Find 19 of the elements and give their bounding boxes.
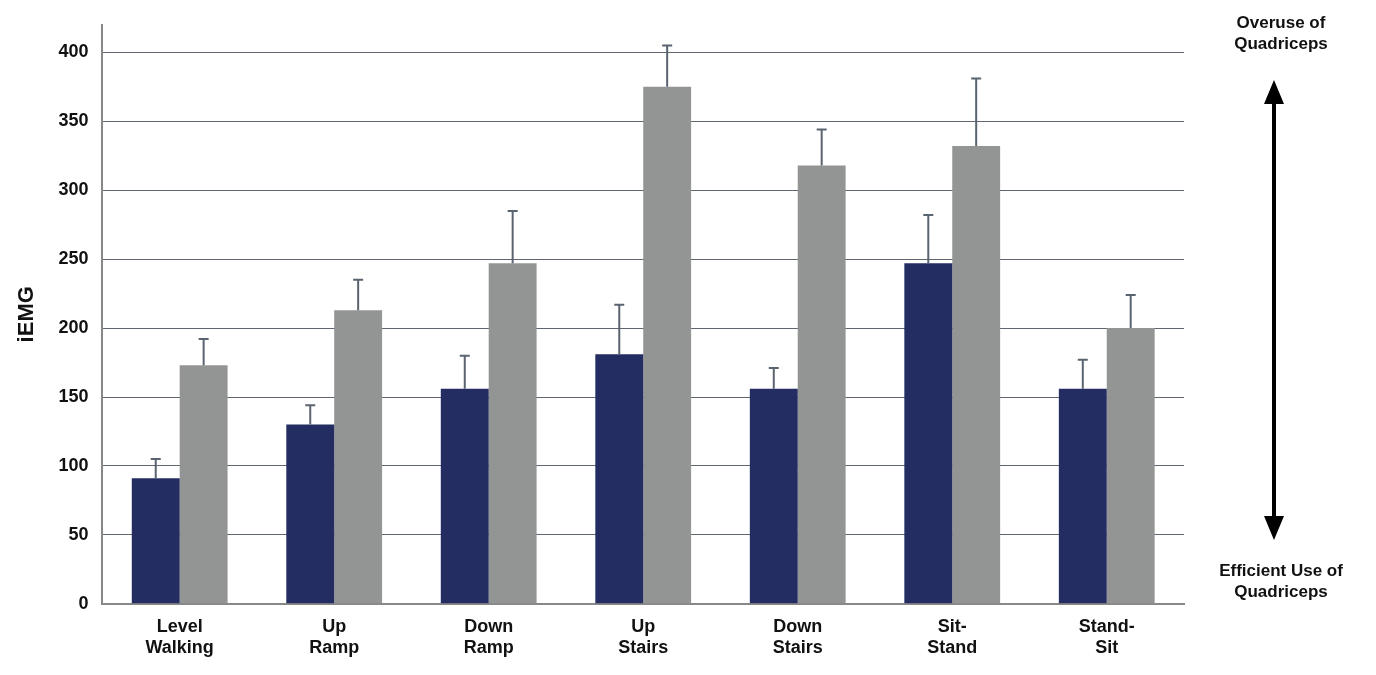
y-tick-label: 250 [58, 248, 89, 269]
x-tick-label: Stand-Sit [1078, 615, 1135, 658]
text: Overuse of Quadriceps [1233, 12, 1329, 54]
text: Efficient Use of Quadriceps [1218, 560, 1344, 602]
x-tick-label: Down Stairs [772, 615, 823, 658]
y-tick-label: 100 [58, 454, 89, 475]
x-tick-label: Up Stairs [618, 615, 669, 658]
y-tick-label: 200 [58, 317, 89, 338]
y-axis-title: iEMG [13, 286, 39, 343]
y-tick-label: 300 [58, 179, 89, 200]
x-tick-label: Level Walking [145, 615, 214, 658]
y-tick-label: 0 [78, 592, 89, 613]
y-tick-label: 150 [58, 385, 89, 406]
x-tick-label: Up Ramp [309, 615, 360, 658]
x-tick-label: Sit-Stand [927, 615, 978, 658]
x-tick-label: Down Ramp [463, 615, 514, 658]
y-tick-label: 400 [58, 41, 89, 62]
y-tick-label: 350 [58, 110, 89, 131]
y-tick-label: 50 [68, 523, 89, 544]
